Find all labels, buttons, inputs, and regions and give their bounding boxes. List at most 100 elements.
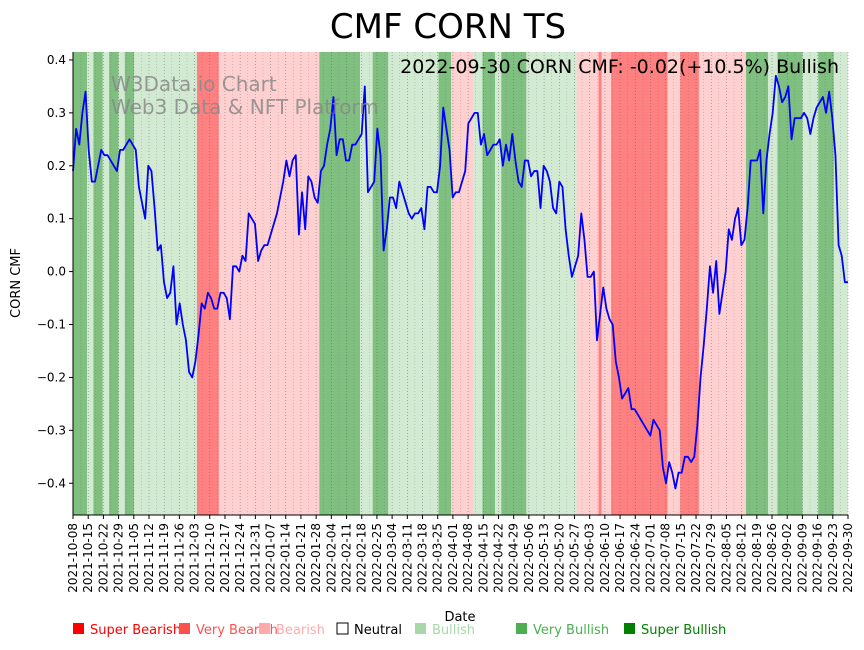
x-tick-label: 2022-08-12 (735, 523, 749, 593)
x-tick-label: 2022-08-19 (750, 523, 764, 593)
legend-swatch (336, 622, 349, 635)
chart-title: CMF CORN TS (330, 7, 566, 47)
y-tick-label: −0.4 (37, 476, 66, 490)
x-tick-label: 2022-05-06 (522, 523, 536, 593)
regime-band-very_bullish (73, 52, 88, 515)
regime-band-bullish (134, 52, 197, 515)
x-tick-label: 2022-04-15 (476, 523, 490, 593)
x-tick-label: 2021-11-12 (142, 523, 156, 593)
legend-label: Bearish (276, 623, 325, 638)
cmf-line (72, 74, 848, 490)
x-tick-label: 2021-11-19 (157, 523, 171, 593)
legend-swatch (179, 623, 190, 634)
x-tick-label: 2022-07-08 (659, 523, 673, 593)
y-tick-label: −0.2 (37, 370, 66, 384)
regime-band-very_bullish (372, 52, 389, 515)
x-tick-label: 2021-10-29 (112, 523, 126, 593)
x-tick-label: 2022-04-08 (461, 523, 475, 593)
regime-band-very_bullish (93, 52, 103, 515)
x-tick-label: 2021-12-10 (203, 523, 217, 593)
legend-swatch (624, 623, 635, 634)
legend-swatch (73, 623, 84, 634)
x-tick-label: 2022-09-30 (841, 523, 855, 593)
regime-band-bearish (451, 52, 474, 515)
regime-band-bullish (473, 52, 483, 515)
legend-label: Very Bullish (533, 623, 609, 638)
x-tick-label: 2021-11-26 (172, 523, 186, 593)
x-tick-label: 2021-12-24 (233, 523, 247, 593)
regime-band-very_bullish (319, 52, 361, 515)
x-tick-label: 2022-09-16 (811, 523, 825, 593)
x-tick-label: 2022-03-04 (385, 523, 399, 593)
x-tick-label: 2022-07-22 (689, 523, 703, 593)
x-tick-label: 2022-07-15 (674, 523, 688, 593)
x-tick-label: 2022-01-07 (264, 523, 278, 593)
x-tick-label: 2021-12-17 (218, 523, 232, 593)
x-tick-label: 2022-07-29 (704, 523, 718, 593)
regime-band-bullish (87, 52, 94, 515)
x-tick-label: 2022-01-14 (279, 523, 293, 593)
legend-swatch (516, 623, 527, 634)
y-tick-label: 0.0 (47, 265, 66, 279)
x-tick-label: 2022-09-02 (780, 523, 794, 593)
legend-label: Super Bullish (641, 623, 726, 638)
regime-band-very_bullish (109, 52, 119, 515)
legend-swatch (415, 623, 426, 634)
regime-band-bearish (576, 52, 599, 515)
x-tick-label: 2021-11-05 (127, 523, 141, 593)
regime-band-very_bearish (680, 52, 699, 515)
x-tick-label: 2021-12-31 (248, 523, 262, 593)
y-tick-label: −0.1 (37, 318, 66, 332)
x-tick-label: 2022-06-03 (583, 523, 597, 593)
regime-band-bearish (218, 52, 320, 515)
x-tick-label: 2022-06-24 (628, 523, 642, 593)
series-layer (72, 74, 848, 490)
regime-band-very_bullish (438, 52, 452, 515)
regime-band-bullish (360, 52, 373, 515)
regime-band-bullish (118, 52, 125, 515)
y-ticks: 0.4 0.3 0.2 0.1 0.0 −0.1 −0.2 −0.3 −0.4 (37, 53, 73, 490)
legend-label: Very Bearish (196, 623, 278, 638)
regime-band-very_bullish (777, 52, 803, 515)
x-tick-label: 2022-06-10 (598, 523, 612, 593)
axes (72, 52, 848, 516)
x-tick-label: 2022-03-25 (431, 523, 445, 593)
regime-bands (73, 52, 848, 515)
x-tick-label: 2022-01-28 (309, 523, 323, 593)
regime-band-bullish (495, 52, 502, 515)
x-tick-label: 2022-03-18 (416, 523, 430, 593)
regime-band-bearish (667, 52, 681, 515)
legend-label: Neutral (354, 623, 402, 638)
regime-band-bullish (802, 52, 819, 515)
regime-band-very_bullish (818, 52, 834, 515)
x-tick-label: 2022-02-11 (340, 523, 354, 593)
regime-band-bearish (601, 52, 612, 515)
x-tick-label: 2022-05-20 (552, 523, 566, 593)
x-tick-label: 2022-05-27 (567, 523, 581, 593)
x-tick-label: 2022-09-23 (826, 523, 840, 593)
x-tick-label: 2022-01-21 (294, 523, 308, 593)
regime-band-very_bearish (598, 52, 602, 515)
y-tick-label: 0.4 (47, 53, 66, 67)
y-tick-label: 0.3 (47, 106, 66, 120)
vertical-gridlines (72, 52, 849, 515)
x-axis-label: Date (444, 610, 475, 625)
regime-band-bullish (767, 52, 778, 515)
regime-band-bullish (102, 52, 110, 515)
x-tick-label: 2022-02-04 (324, 523, 338, 593)
legend-label: Bullish (432, 623, 475, 638)
x-ticks: 2021-10-08 2021-10-15 2021-10-22 2021-10-29… (66, 515, 855, 593)
y-axis-label: CORN CMF (9, 248, 24, 318)
watermark-line-1: W3Data.io Chart (111, 72, 277, 96)
regime-band-bullish (833, 52, 848, 515)
regime-band-bullish (388, 52, 439, 515)
x-tick-label: 2022-02-18 (355, 523, 369, 593)
regime-band-bearish (698, 52, 747, 515)
regime-band-very_bullish (124, 52, 135, 515)
regime-band-very_bearish (196, 52, 219, 515)
latest-value-annotation: 2022-09-30 CORN CMF: -0.02(+10.5%) Bulli… (400, 56, 839, 78)
x-tick-label: 2022-08-26 (765, 523, 779, 593)
legend-swatch (259, 623, 270, 634)
x-tick-label: 2022-05-13 (537, 523, 551, 593)
